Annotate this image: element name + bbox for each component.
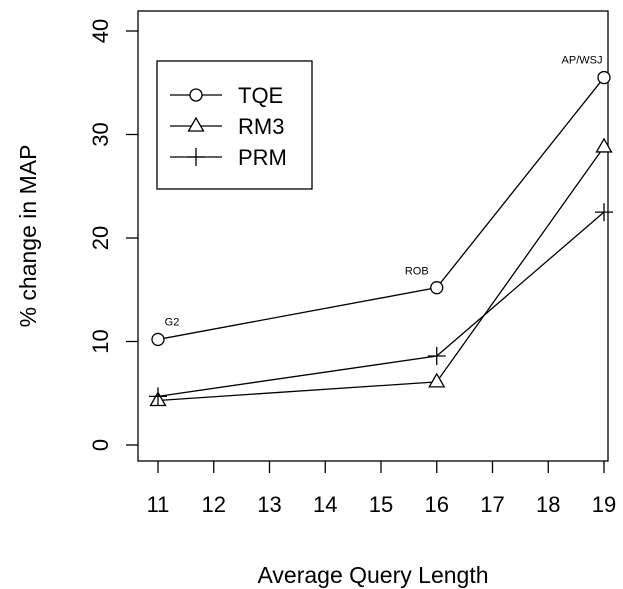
point-labels: G2 ROB AP/WSJ: [165, 55, 603, 329]
legend-item-prm: PRM: [170, 145, 287, 170]
y-tick-label: 20: [88, 226, 113, 250]
y-tick-label: 40: [88, 19, 113, 43]
y-tick-label: 30: [88, 122, 113, 146]
data-point-prm: [427, 346, 446, 365]
x-tick-label: 17: [480, 492, 504, 517]
legend-marker: [187, 116, 205, 132]
series-tqe: [151, 70, 611, 347]
data-point-rm3: [428, 372, 446, 388]
legend-item-rm3: RM3: [170, 114, 284, 139]
y-axis: 0 10 20 30 40: [88, 19, 138, 451]
legend-label: TQE: [238, 83, 283, 108]
y-tick-label: 0: [88, 439, 113, 451]
x-axis: 11 12 13 14 15 16 17 18 19: [147, 461, 616, 517]
data-point-tqe: [430, 281, 444, 295]
x-tick-label: 15: [369, 492, 393, 517]
x-tick-label: 18: [536, 492, 560, 517]
plot-frame: [137, 10, 609, 462]
legend-marker: [187, 148, 205, 166]
series-line-prm: [157, 211, 605, 397]
y-tick-label: 10: [88, 329, 113, 353]
data-point-rm3: [595, 137, 613, 153]
point-label: ROB: [405, 266, 429, 278]
x-tick-label: 11: [147, 492, 170, 517]
legend-label: PRM: [238, 145, 287, 170]
legend-items: TQE RM3 PRM: [170, 83, 287, 170]
series-layer: [149, 70, 613, 407]
x-axis-title: Average Query Length: [257, 562, 488, 588]
data-point-tqe: [597, 70, 611, 85]
legend-item-tqe: TQE: [170, 83, 283, 108]
x-tick-label: 19: [592, 492, 616, 517]
x-tick-label: 13: [257, 492, 281, 517]
x-tick-label: 16: [425, 492, 449, 517]
point-label: AP/WSJ: [562, 55, 603, 67]
point-label: G2: [165, 316, 180, 328]
x-tick-label: 12: [202, 492, 226, 517]
legend-label: RM3: [238, 114, 284, 139]
data-point-prm: [595, 203, 613, 222]
legend-marker: [189, 88, 203, 102]
data-point-prm: [149, 387, 167, 406]
data-point-tqe: [151, 332, 165, 347]
legend-box: [156, 60, 313, 190]
y-axis-title: % change in MAP: [15, 145, 41, 328]
series-prm: [149, 203, 613, 406]
x-tick-label: 14: [313, 492, 337, 517]
legend: TQE RM3 PRM: [156, 60, 313, 190]
